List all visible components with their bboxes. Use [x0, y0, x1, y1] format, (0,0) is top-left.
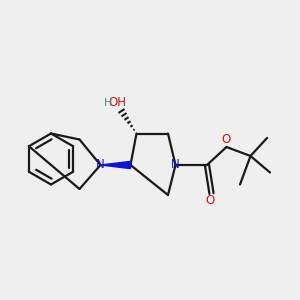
Text: OH: OH	[108, 96, 126, 109]
Polygon shape	[100, 161, 130, 169]
Text: O: O	[206, 194, 214, 208]
Text: O: O	[222, 133, 231, 146]
Text: N: N	[96, 158, 105, 172]
Text: N: N	[171, 158, 180, 172]
Text: H: H	[104, 98, 112, 109]
